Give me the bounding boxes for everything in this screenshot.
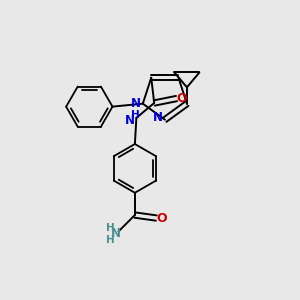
Text: H: H	[106, 235, 115, 245]
Text: N: N	[111, 227, 121, 240]
Text: H: H	[130, 110, 139, 121]
Text: H: H	[106, 223, 115, 233]
Text: O: O	[156, 212, 167, 224]
Text: O: O	[176, 92, 187, 105]
Text: N: N	[153, 111, 163, 124]
Text: N: N	[125, 114, 135, 127]
Text: N: N	[131, 97, 141, 110]
